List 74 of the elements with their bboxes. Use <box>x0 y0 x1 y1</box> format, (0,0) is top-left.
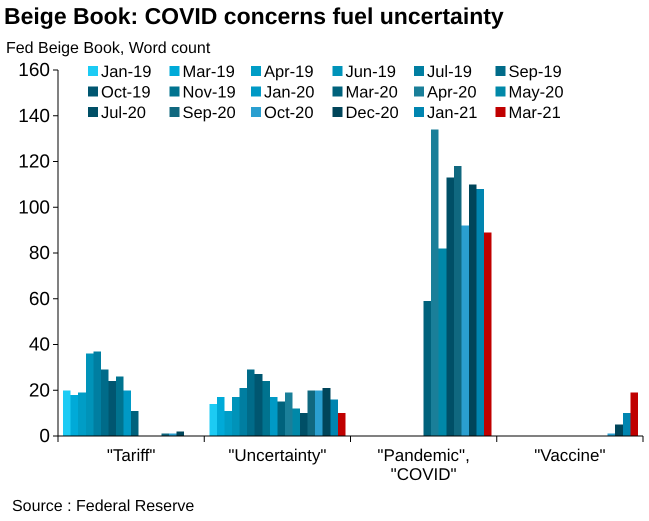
legend-label: Jan-19 <box>101 63 152 81</box>
bar <box>247 370 255 436</box>
bar <box>124 390 132 436</box>
bar <box>209 404 217 436</box>
legend-label: Jun-19 <box>346 63 396 81</box>
y-tick-label: 20 <box>28 380 50 402</box>
bar <box>322 388 330 436</box>
bar <box>630 392 638 436</box>
bar <box>240 388 248 436</box>
legend-label: Oct-20 <box>264 104 314 122</box>
y-tick-label: 0 <box>39 426 50 448</box>
bar <box>254 374 262 436</box>
y-tick-label: 80 <box>28 243 50 264</box>
bar <box>315 390 323 436</box>
y-tick-label: 160 <box>18 60 50 82</box>
bar <box>438 248 446 436</box>
x-tick-label: "Uncertainty" <box>228 446 326 465</box>
legend-label: Jan-21 <box>427 104 478 122</box>
bar <box>262 381 270 436</box>
legend-label: Sep-19 <box>508 63 562 81</box>
bar <box>277 402 285 436</box>
legend-label: Jul-20 <box>101 104 146 122</box>
bar <box>476 188 484 436</box>
bar <box>468 184 477 436</box>
bar <box>270 397 278 436</box>
bar <box>484 232 492 436</box>
bar <box>284 392 292 436</box>
bar <box>338 413 346 436</box>
bar <box>63 390 71 436</box>
y-tick-label: 140 <box>18 106 50 127</box>
legend-label: Mar-20 <box>346 84 398 102</box>
bar <box>108 381 116 436</box>
bar <box>116 376 124 436</box>
bar <box>70 394 78 436</box>
legend-label: Sep-20 <box>182 104 236 122</box>
bar <box>308 390 316 436</box>
bar <box>431 129 439 436</box>
bar <box>622 413 630 436</box>
bar <box>224 410 232 436</box>
bar <box>454 166 462 436</box>
bar <box>131 410 139 436</box>
legend-label: Apr-19 <box>264 63 314 81</box>
x-tick-label: "Vaccine" <box>534 446 606 465</box>
legend-label: Apr-20 <box>427 84 477 102</box>
chart-subtitle: Fed Beige Book, Word count <box>6 40 211 57</box>
chart-title: Beige Book: COVID concerns fuel uncertainty <box>4 3 504 29</box>
legend-label: Jul-19 <box>427 63 472 81</box>
legend-label: Nov-19 <box>182 84 236 102</box>
legend-label: Mar-21 <box>508 104 561 122</box>
x-tick-label: "Tariff" <box>106 446 156 465</box>
y-tick-label: 60 <box>28 288 50 310</box>
bar <box>78 392 86 436</box>
bar <box>446 178 454 436</box>
legend-label: Mar-19 <box>182 63 235 81</box>
bar <box>330 399 338 436</box>
bar <box>292 408 300 436</box>
y-tick-label: 100 <box>18 197 50 218</box>
bar <box>300 413 308 436</box>
bar <box>100 370 108 436</box>
legend-label: Dec-20 <box>346 104 399 122</box>
bar <box>93 351 101 436</box>
bar <box>424 301 432 436</box>
legend-label: May-20 <box>508 84 564 102</box>
bar <box>615 424 623 436</box>
source-note: Source : Federal Reserve <box>12 498 194 515</box>
y-tick-label: 40 <box>28 334 50 356</box>
x-tick-label: "Pandemic", "COVID" <box>377 446 470 484</box>
bar <box>216 397 224 436</box>
legend-label: Jan-20 <box>264 84 314 102</box>
legend-label: Oct-19 <box>101 84 151 102</box>
bar <box>232 397 240 436</box>
bar <box>86 354 94 436</box>
bar <box>461 226 469 436</box>
y-tick-label: 120 <box>18 152 50 173</box>
